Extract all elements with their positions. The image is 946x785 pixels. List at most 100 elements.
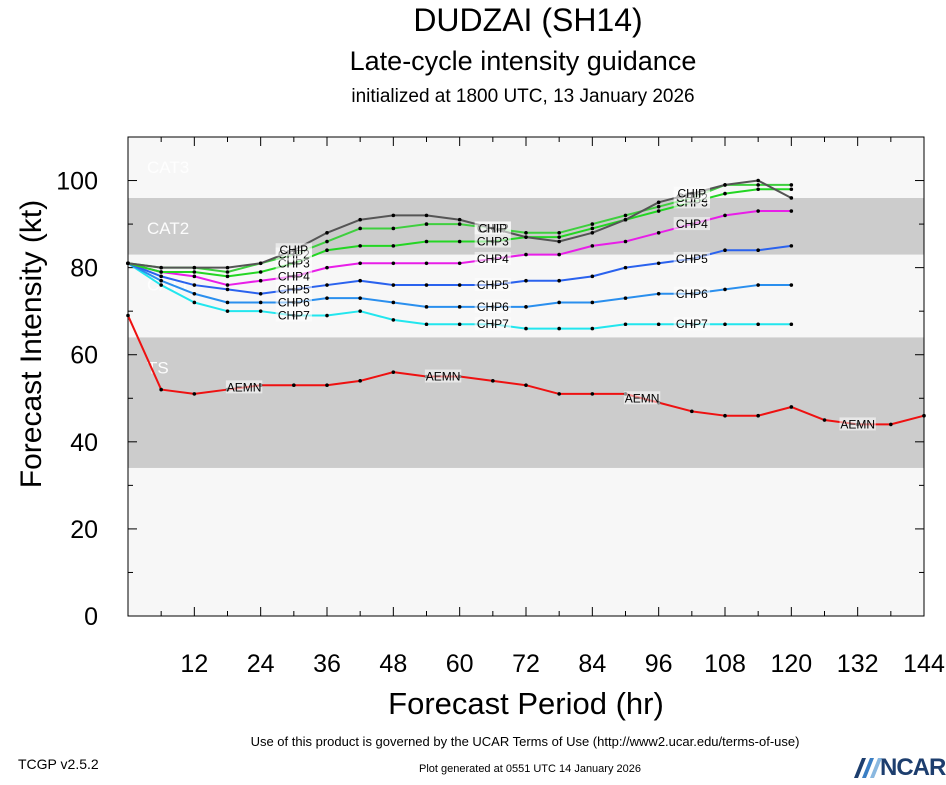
data-point-chp5 — [358, 278, 362, 283]
x-tick-label: 120 — [770, 650, 812, 678]
data-point-chp6 — [557, 300, 561, 305]
data-point-chip — [789, 196, 794, 200]
data-point-chp5 — [789, 244, 794, 248]
data-point-chp2 — [225, 270, 230, 274]
data-point-chp4 — [225, 283, 230, 287]
data-point-chp5 — [225, 287, 230, 292]
series-label-chp6: CHP6 — [477, 300, 509, 314]
data-point-chp6 — [656, 291, 661, 296]
data-point-chp2 — [325, 239, 329, 244]
series-label-bg — [474, 299, 512, 313]
data-point-chp7 — [258, 309, 263, 313]
data-point-chp4 — [723, 213, 727, 218]
y-tick-label: 80 — [70, 255, 98, 283]
x-tick-label: 96 — [645, 650, 673, 678]
data-point-chp5 — [424, 283, 429, 287]
series-chp5: CHP5 CHP5 CHP5 — [126, 244, 794, 296]
data-point-chp4 — [391, 261, 396, 266]
data-point-chp4 — [656, 231, 661, 235]
data-point-chp2 — [457, 222, 462, 226]
data-point-chp6 — [192, 291, 197, 296]
data-point-chp3 — [225, 274, 230, 279]
series-chip: CHIP CHIP CHIP — [126, 178, 794, 270]
data-point-chp3 — [656, 209, 661, 213]
data-point-chp4 — [623, 239, 628, 244]
series-label-bg — [673, 251, 711, 265]
data-point-chip — [192, 265, 197, 270]
data-point-chp4 — [192, 274, 197, 279]
data-point-chp2 — [789, 183, 794, 187]
data-point-chp7 — [457, 322, 462, 327]
data-point-chp6 — [590, 300, 595, 305]
data-point-chp3 — [590, 226, 595, 231]
x-tick-label: 132 — [837, 650, 879, 678]
data-point-chp7 — [192, 300, 197, 305]
data-point-aemn — [159, 387, 163, 392]
data-point-chip — [590, 231, 595, 235]
data-point-chp3 — [557, 235, 561, 239]
band-label-cat2: CAT2 — [147, 219, 189, 238]
series-label-chp4: CHP4 — [477, 252, 509, 266]
data-point-chp6 — [225, 300, 230, 305]
series-label-bg — [474, 317, 512, 331]
data-point-chp7 — [723, 322, 727, 327]
series-label-chp5: CHP5 — [278, 282, 310, 296]
band-label-cat3: CAT3 — [147, 158, 189, 177]
data-point-chp4 — [358, 261, 362, 266]
data-point-chp3 — [789, 187, 794, 192]
y-axis-label: Forecast Intensity (kt) — [15, 199, 48, 489]
x-tick-label: 48 — [379, 650, 407, 678]
series-label-bg — [275, 269, 313, 283]
data-point-chp7 — [159, 283, 163, 287]
data-point-chp2 — [391, 226, 396, 231]
series-label-bg — [225, 380, 263, 394]
data-point-chp4 — [258, 278, 263, 283]
data-point-chp2 — [623, 213, 628, 218]
data-point-chp7 — [557, 326, 561, 331]
data-point-chp5 — [159, 274, 163, 279]
data-point-chip — [457, 217, 462, 222]
series-label-bg — [275, 295, 313, 309]
data-point-aemn — [491, 379, 495, 383]
series-label-bg — [673, 186, 711, 200]
data-point-aemn — [922, 413, 926, 418]
data-point-chip — [159, 265, 163, 270]
data-point-chp2 — [590, 222, 595, 226]
data-point-chp2 — [557, 231, 561, 235]
series-label-bg — [275, 282, 313, 296]
y-tick-label: 0 — [84, 603, 98, 631]
data-point-aemn — [192, 392, 197, 396]
data-point-chp5 — [457, 283, 462, 287]
data-point-chp4 — [424, 261, 429, 266]
series-label-bg — [673, 286, 711, 300]
x-tick-label: 144 — [903, 650, 945, 678]
data-point-chp2 — [424, 222, 429, 226]
data-point-chp2 — [524, 231, 528, 235]
series-aemn: AEMN AEMN AEMN AEMN — [126, 313, 926, 431]
data-point-chp4 — [756, 209, 760, 213]
series-label-chp6: CHP6 — [676, 287, 708, 301]
series-label-bg — [275, 308, 313, 322]
data-point-aemn — [524, 383, 528, 388]
series-label-chip: CHIP — [478, 221, 507, 235]
data-point-chp6 — [391, 300, 396, 305]
data-point-chp7 — [590, 326, 595, 331]
series-label-chp5: CHP5 — [676, 252, 708, 266]
data-point-chp6 — [756, 283, 760, 287]
tick-labels: 0 20 40 60 80 100 12 24 36 48 60 72 84 96 108 120 132 144 — [56, 168, 945, 678]
series-label-aemn: AEMN — [227, 380, 262, 394]
data-point-chp6 — [159, 278, 163, 283]
data-point-aemn — [292, 383, 296, 388]
x-tick-label: 60 — [446, 650, 474, 678]
data-point-chp3 — [424, 239, 429, 244]
series-label-bg — [275, 243, 313, 257]
series-label-bg — [839, 417, 876, 431]
data-point-chp3 — [159, 270, 163, 274]
data-point-chp5 — [391, 283, 396, 287]
data-point-chp4 — [557, 252, 561, 257]
data-point-chp2 — [358, 226, 362, 231]
version-label: TCGP v2.5.2 — [18, 756, 99, 772]
data-point-chip — [756, 178, 760, 183]
ncar-logo-icon — [854, 758, 882, 778]
